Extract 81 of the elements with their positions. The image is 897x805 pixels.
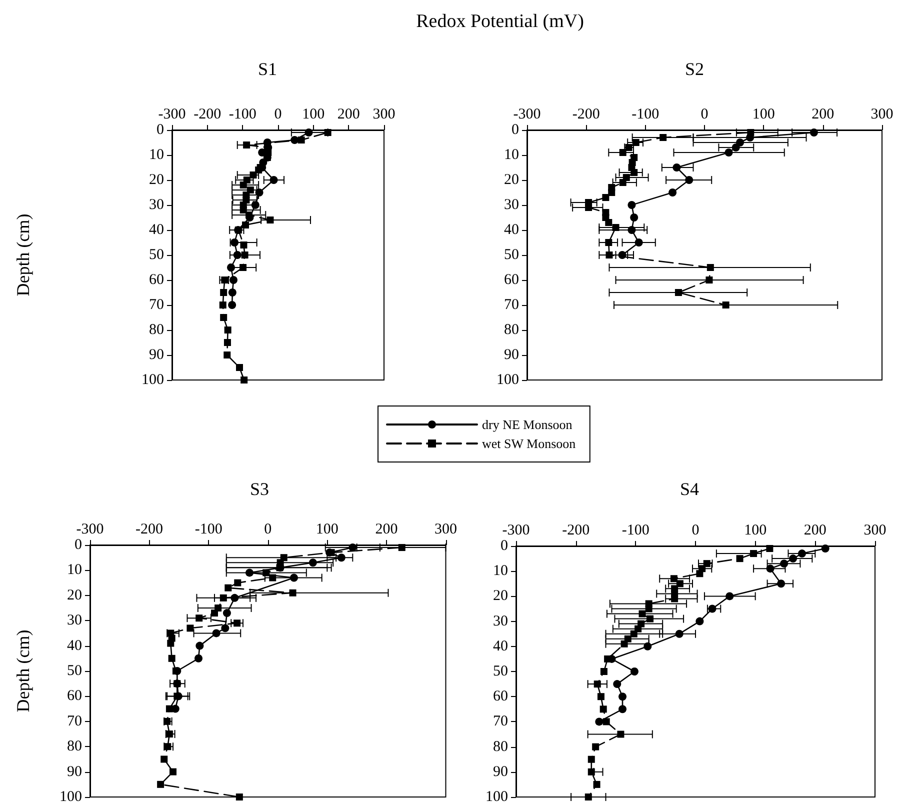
y-tick-label: 10 <box>149 147 164 163</box>
y-tick-label: 30 <box>67 612 82 629</box>
y-tick-label: 30 <box>504 197 519 213</box>
y-tick-label: 90 <box>493 764 508 780</box>
x-tick-label: 200 <box>812 106 834 122</box>
y-tick-label: 90 <box>149 347 164 363</box>
y-tick-label: 100 <box>60 789 82 805</box>
x-tick-label: 300 <box>372 106 396 122</box>
text: dry NE Monsoon <box>482 417 573 432</box>
x-tick-label: 200 <box>337 106 360 122</box>
y-tick-label: 0 <box>500 538 508 554</box>
y-tick-label: 10 <box>67 562 82 578</box>
y-tick-label: 20 <box>67 587 82 604</box>
y-tick-label: 60 <box>149 272 164 288</box>
y-tick-label: 100 <box>496 372 519 388</box>
y-tick-label: 100 <box>142 372 164 388</box>
x-tick-label: 300 <box>864 522 886 538</box>
y-tick-label: 50 <box>493 664 508 680</box>
y-tick-label: 30 <box>493 613 508 630</box>
y-tick-label: 10 <box>504 147 519 163</box>
y-tick-label: 10 <box>493 563 508 580</box>
x-tick-label: 300 <box>870 106 894 122</box>
y-tick-label: 70 <box>493 714 508 730</box>
y-axis-title: Depth (cm) <box>13 214 33 296</box>
y-tick-label: 30 <box>149 197 164 213</box>
y-tick-label: 40 <box>493 638 508 654</box>
x-tick-label: -200 <box>194 106 222 122</box>
y-tick-label: 70 <box>67 713 82 730</box>
chart-title: S1 <box>258 59 278 79</box>
x-tick-label: 100 <box>752 106 775 122</box>
x-tick-label: 100 <box>744 522 767 538</box>
y-tick-label: 80 <box>67 738 82 755</box>
y-tick-label: 40 <box>149 222 164 238</box>
x-tick-label: -100 <box>632 106 660 122</box>
x-tick-label: 0 <box>692 522 700 538</box>
y-tick-label: 0 <box>74 537 82 553</box>
x-tick-label: 200 <box>804 522 826 538</box>
x-tick-label: 0 <box>264 522 272 538</box>
x-tick-label: 300 <box>434 522 457 538</box>
y-tick-label: 40 <box>67 638 82 654</box>
y-tick-label: 0 <box>512 122 519 138</box>
x-tick-label: -100 <box>194 522 222 538</box>
x-tick-label: -100 <box>228 106 256 122</box>
y-tick-label: 90 <box>504 347 519 363</box>
x-tick-label: -200 <box>562 522 590 538</box>
y-tick-label: 80 <box>149 322 164 338</box>
x-tick-label: -300 <box>158 106 186 122</box>
y-tick-label: 80 <box>493 738 508 755</box>
x-tick-label: 100 <box>302 106 325 122</box>
y-tick-label: 80 <box>504 322 519 338</box>
y-tick-label: 90 <box>67 764 82 780</box>
y-tick-label: 70 <box>504 297 519 313</box>
x-tick-label: -200 <box>136 522 164 538</box>
x-tick-label: 0 <box>274 106 282 122</box>
y-tick-label: 70 <box>149 297 164 313</box>
y-tick-label: 60 <box>67 688 82 704</box>
y-tick-label: 20 <box>149 172 164 188</box>
x-tick-label: 0 <box>700 106 708 122</box>
y-tick-label: 50 <box>67 663 82 679</box>
y-tick-label: 40 <box>504 222 519 238</box>
y-tick-label: 20 <box>504 172 519 188</box>
chart-title: S3 <box>250 479 270 499</box>
y-tick-label: 50 <box>504 247 519 263</box>
x-tick-label: -200 <box>572 106 600 122</box>
chart-title: S4 <box>680 479 700 499</box>
y-axis-title: Depth (cm) <box>13 630 33 712</box>
y-tick-label: 0 <box>156 122 164 138</box>
x-tick-label: -300 <box>76 522 104 538</box>
y-tick-label: 50 <box>149 247 164 263</box>
y-tick-label: 60 <box>504 272 519 288</box>
x-tick-label: 100 <box>316 522 338 538</box>
y-tick-label: 100 <box>486 789 508 805</box>
x-tick-label: -100 <box>622 522 650 538</box>
y-tick-label: 60 <box>493 688 508 705</box>
y-tick-label: 20 <box>493 588 508 604</box>
x-tick-label: -300 <box>502 522 530 538</box>
x-tick-label: 200 <box>375 522 398 538</box>
text: wet SW Monsoon <box>482 436 576 451</box>
x-axis-title: Redox Potential (mV) <box>416 11 584 32</box>
chart-title: S2 <box>685 59 704 79</box>
x-tick-label: -300 <box>513 106 541 122</box>
